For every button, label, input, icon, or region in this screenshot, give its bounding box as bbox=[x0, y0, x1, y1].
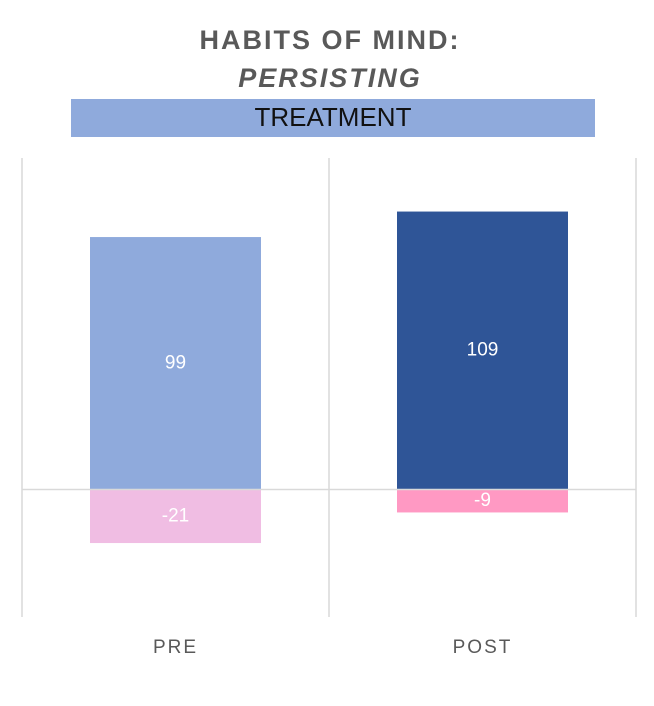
value-label: 109 bbox=[467, 340, 499, 361]
x-tick-label: POST bbox=[453, 637, 513, 658]
value-label: -9 bbox=[474, 490, 491, 511]
chart-title-italic: PERSISTING bbox=[238, 63, 422, 93]
value-label: -21 bbox=[162, 505, 189, 526]
subtitle-banner bbox=[71, 99, 595, 137]
value-label: 99 bbox=[165, 352, 186, 373]
bar bbox=[397, 489, 568, 513]
bar bbox=[90, 237, 261, 490]
bar bbox=[397, 211, 568, 490]
chart-title: HABITS OF MIND: bbox=[200, 25, 461, 55]
bar bbox=[90, 489, 261, 544]
x-tick-label: PRE bbox=[153, 637, 198, 658]
chart-subtitle: TREATMENT bbox=[255, 102, 412, 132]
